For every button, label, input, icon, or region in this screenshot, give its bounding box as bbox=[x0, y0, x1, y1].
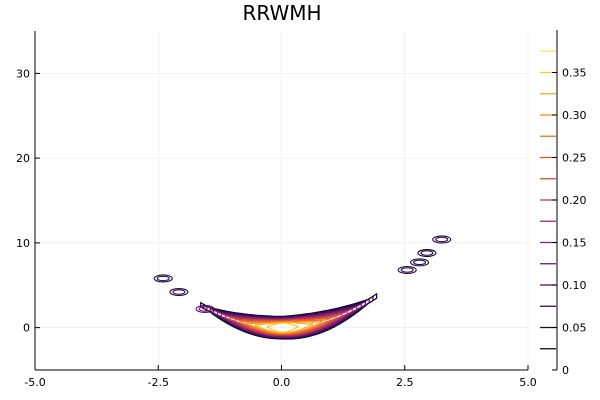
contour-island bbox=[198, 306, 212, 312]
contour-lines bbox=[153, 235, 452, 340]
colorbar-tick-label: 0.05 bbox=[562, 322, 587, 335]
contour-island bbox=[435, 236, 449, 243]
contour-island bbox=[397, 265, 417, 275]
y-tick-label: 30 bbox=[16, 67, 30, 80]
colorbar-tick-label: 0.25 bbox=[562, 152, 587, 165]
contour-island bbox=[417, 248, 437, 258]
contour-line bbox=[229, 312, 343, 336]
contour-island bbox=[153, 274, 173, 283]
y-tick-label: 10 bbox=[16, 237, 30, 250]
grid bbox=[34, 31, 529, 370]
colorbar-tick-label: 0 bbox=[562, 364, 569, 377]
x-tick-label: -5.0 bbox=[24, 376, 45, 389]
contour-line bbox=[246, 320, 323, 334]
contour-line bbox=[220, 307, 353, 337]
colorbar-tick-label: 0.15 bbox=[562, 237, 587, 250]
y-tick-label: 0 bbox=[23, 322, 30, 335]
colorbar-tick-label: 0.30 bbox=[562, 109, 587, 122]
contour-island bbox=[400, 267, 414, 273]
contour-line bbox=[213, 302, 362, 338]
x-tick-label: 0.0 bbox=[273, 376, 291, 389]
contour-island bbox=[420, 250, 434, 256]
colorbar: 0 0.05 0.10 0.15 0.20 0.25 0.30 0.35 bbox=[540, 30, 587, 377]
colorbar-tick-label: 0.35 bbox=[562, 67, 587, 80]
contour-island bbox=[412, 259, 427, 266]
contour-island bbox=[156, 275, 170, 282]
contour-island bbox=[172, 289, 186, 295]
x-tick-label: 5.0 bbox=[519, 376, 537, 389]
colorbar-tick-label: 0.10 bbox=[562, 279, 587, 292]
colorbar-tick-label: 0.20 bbox=[562, 194, 587, 207]
contour-line bbox=[240, 317, 330, 335]
contour-island bbox=[432, 235, 452, 244]
y-tick-label: 20 bbox=[16, 152, 30, 165]
x-tick-label: 2.5 bbox=[396, 376, 414, 389]
contour-line bbox=[254, 321, 313, 334]
axes: -5.0 -2.5 0.0 2.5 5.0 0 10 20 30 bbox=[16, 31, 537, 389]
chart-title: RRWMH bbox=[242, 1, 321, 25]
x-tick-label: -2.5 bbox=[148, 376, 169, 389]
contour-island bbox=[409, 258, 430, 267]
contour-island bbox=[195, 304, 215, 314]
contour-island bbox=[169, 287, 189, 297]
contour-line bbox=[266, 322, 299, 333]
